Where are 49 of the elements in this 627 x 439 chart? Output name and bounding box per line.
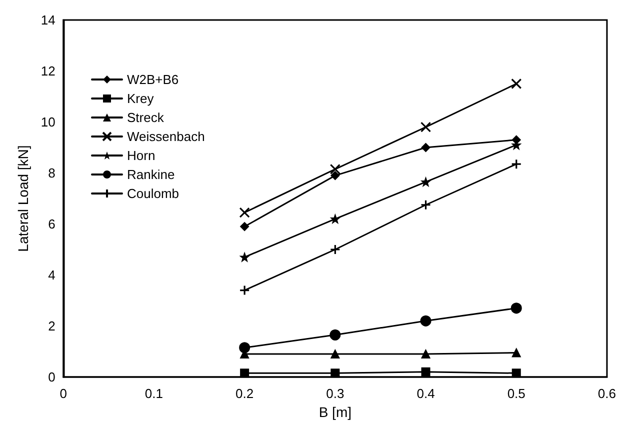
legend-label: Coulomb — [127, 186, 180, 201]
x-axis-title: B [m] — [318, 404, 352, 420]
x-tick-label: 0.2 — [236, 386, 254, 401]
y-tick-label: 4 — [48, 268, 56, 282]
point — [510, 302, 522, 314]
point — [330, 171, 340, 180]
point — [240, 368, 250, 378]
point — [421, 367, 430, 376]
point — [330, 329, 341, 340]
x-tick-label: 0.4 — [416, 386, 435, 401]
point — [330, 214, 340, 224]
legend-label: Streck — [127, 110, 164, 125]
point — [512, 368, 521, 378]
y-tick-label: 2 — [48, 318, 56, 334]
point — [330, 368, 340, 378]
y-tick-label: 14 — [40, 12, 56, 28]
point — [420, 200, 432, 210]
point — [240, 222, 250, 232]
point — [421, 143, 430, 152]
legend-label: W2B+B6 — [127, 72, 179, 87]
y-axis-title: Lateral Load [kN] — [15, 145, 31, 252]
point — [239, 342, 250, 354]
point — [420, 122, 432, 132]
point — [330, 350, 340, 359]
y-tick-label: 0 — [48, 370, 56, 384]
legend-label: Horn — [127, 148, 156, 163]
y-tick-label: 12 — [40, 64, 56, 78]
point — [420, 315, 432, 326]
x-tick-label: 0.5 — [507, 386, 526, 401]
point — [511, 158, 522, 170]
y-tick-label: 10 — [40, 114, 56, 130]
point — [421, 350, 430, 359]
x-tick-label: 0 — [60, 386, 67, 401]
x-tick-label: 0.1 — [144, 386, 163, 401]
point — [421, 177, 430, 186]
x-tick-label: 0.6 — [598, 386, 616, 401]
point — [330, 244, 340, 255]
point — [511, 78, 522, 90]
legend-label: Weissenbach — [127, 129, 205, 144]
point — [330, 164, 340, 174]
point — [239, 285, 250, 296]
legend-label: Rankine — [127, 167, 175, 182]
y-tick-label: 6 — [48, 216, 56, 232]
y-tick-label: 8 — [48, 166, 56, 180]
point — [512, 348, 521, 358]
point — [239, 207, 250, 218]
legend-label: Krey — [127, 91, 154, 106]
x-tick-label: 0.3 — [326, 386, 344, 401]
point — [240, 252, 250, 262]
